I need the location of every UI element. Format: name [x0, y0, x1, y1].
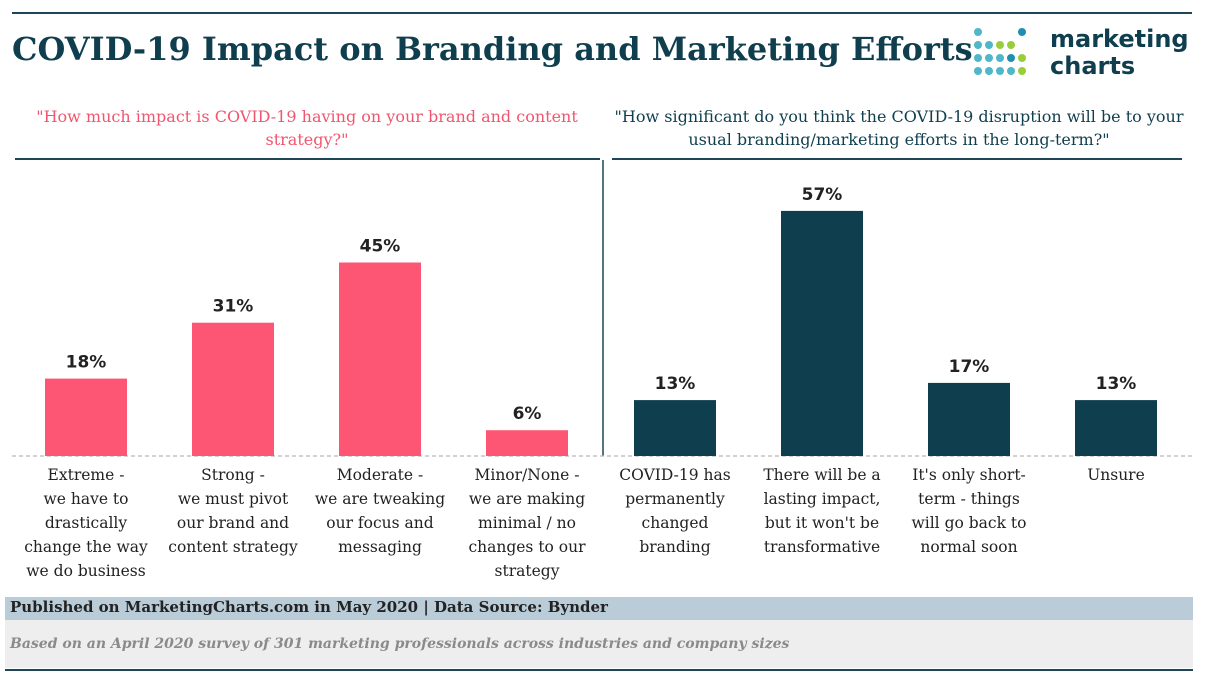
category-label-right-2: There will be a lasting impact, but it won… — [763, 466, 880, 556]
logo-dot — [996, 41, 1004, 49]
logo-dot — [1018, 54, 1026, 62]
value-label-left-4: 6% — [513, 404, 542, 424]
bar-right-2 — [781, 210, 863, 456]
category-label-right-1: COVID-19 has permanently changed branding — [619, 466, 730, 556]
category-label-left-4: Minor/None -we are making minimal / no cha… — [468, 466, 586, 580]
chart-title: COVID-19 Impact on Branding and Marketin… — [12, 30, 973, 68]
value-label-left-3: 45% — [360, 237, 401, 257]
logo-dot — [996, 67, 1004, 75]
logo-dot — [985, 41, 993, 49]
value-label-right-4: 13% — [1096, 374, 1137, 394]
logo-line-charts: charts — [1050, 52, 1136, 80]
value-label-left-2: 31% — [213, 297, 254, 317]
logo-dot — [1007, 54, 1015, 62]
bar-left-1 — [45, 378, 127, 456]
top-rule — [12, 12, 1192, 14]
bottom-rule — [5, 669, 1193, 671]
logo-dot — [1018, 67, 1026, 75]
bar-left-4 — [486, 430, 568, 456]
logo-wordmark: marketing charts — [1050, 26, 1189, 80]
logo-dot — [1007, 67, 1015, 75]
bar-left-2 — [192, 322, 274, 456]
left-question-rule — [15, 158, 600, 160]
value-label-right-1: 13% — [655, 374, 696, 394]
logo-dot — [974, 67, 982, 75]
logo-dot — [996, 54, 1004, 62]
value-label-right-3: 17% — [949, 357, 990, 377]
logo-dot — [974, 28, 982, 36]
category-label-right-4: Unsure — [1087, 466, 1145, 484]
logo-dot — [1018, 28, 1026, 36]
logo-dot — [985, 54, 993, 62]
logo-dot — [985, 67, 993, 75]
footer-published: Published on MarketingCharts.com in May … — [10, 598, 608, 616]
category-label-left-2: Strong -we must pivot our brand and conten… — [168, 466, 298, 556]
category-label-left-3: Moderate -we are tweaking our focus and me… — [315, 466, 445, 556]
bar-right-4 — [1075, 400, 1157, 456]
value-label-right-2: 57% — [802, 185, 843, 205]
logo-dot — [1007, 41, 1015, 49]
logo-line-marketing: marketing — [1050, 25, 1189, 53]
footer-note-background — [5, 620, 1193, 668]
category-label-right-3: It's only short-term - things will go bac… — [912, 466, 1027, 556]
category-label-left-1: Extreme -we have to drastically change the… — [24, 466, 148, 580]
right-question: "How significant do you think the COVID-… — [614, 107, 1184, 149]
right-question-rule — [612, 158, 1182, 160]
logo-dot — [974, 54, 982, 62]
bar-chart: 18% Extreme -we have to drastically change … — [12, 160, 1192, 580]
bar-right-3 — [928, 382, 1010, 456]
left-question: "How much impact is COVID-19 having on y… — [36, 107, 578, 149]
logo-dot — [974, 41, 982, 49]
value-label-left-1: 18% — [66, 353, 107, 373]
footer-bar — [5, 597, 1193, 620]
footer-note: Based on an April 2020 survey of 301 mar… — [10, 636, 790, 652]
bar-left-3 — [339, 262, 421, 456]
marketing-charts-logo-icon — [974, 28, 1026, 75]
bar-right-1 — [634, 400, 716, 456]
